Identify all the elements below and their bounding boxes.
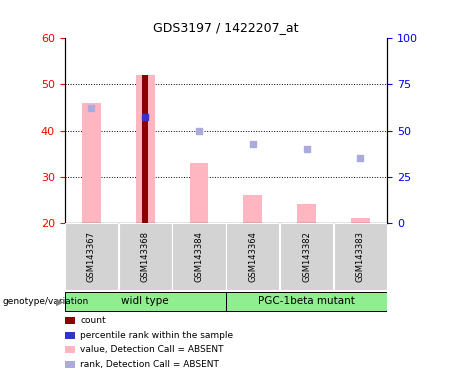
Bar bbox=[189, 163, 208, 223]
Bar bbox=[297, 204, 316, 223]
Bar bbox=[136, 75, 154, 223]
Point bbox=[88, 104, 95, 111]
Text: rank, Detection Call = ABSENT: rank, Detection Call = ABSENT bbox=[80, 360, 219, 369]
Bar bbox=[65, 223, 118, 290]
Point bbox=[249, 141, 256, 147]
Text: GSM143367: GSM143367 bbox=[87, 231, 96, 282]
Text: percentile rank within the sample: percentile rank within the sample bbox=[80, 331, 233, 340]
Text: widl type: widl type bbox=[121, 296, 169, 306]
Point bbox=[357, 155, 364, 161]
Bar bbox=[226, 223, 279, 290]
Text: GSM143384: GSM143384 bbox=[195, 231, 203, 282]
Text: genotype/variation: genotype/variation bbox=[2, 297, 89, 306]
Text: count: count bbox=[80, 316, 106, 325]
Bar bbox=[280, 223, 333, 290]
Text: ▶: ▶ bbox=[56, 296, 64, 306]
Text: GSM143382: GSM143382 bbox=[302, 231, 311, 282]
Text: GSM143383: GSM143383 bbox=[356, 231, 365, 282]
Bar bbox=[172, 223, 225, 290]
Bar bbox=[82, 103, 101, 223]
Text: PGC-1beta mutant: PGC-1beta mutant bbox=[258, 296, 355, 306]
Point bbox=[303, 146, 310, 152]
Bar bbox=[118, 223, 172, 290]
Text: value, Detection Call = ABSENT: value, Detection Call = ABSENT bbox=[80, 345, 224, 354]
Point bbox=[142, 114, 149, 120]
Title: GDS3197 / 1422207_at: GDS3197 / 1422207_at bbox=[153, 22, 299, 35]
Bar bbox=[334, 223, 387, 290]
Point bbox=[195, 127, 203, 134]
Bar bbox=[142, 75, 148, 223]
Bar bbox=[351, 218, 370, 223]
Bar bbox=[65, 292, 225, 311]
Bar bbox=[243, 195, 262, 223]
Bar bbox=[226, 292, 387, 311]
Text: GSM143364: GSM143364 bbox=[248, 231, 257, 282]
Text: GSM143368: GSM143368 bbox=[141, 231, 150, 282]
